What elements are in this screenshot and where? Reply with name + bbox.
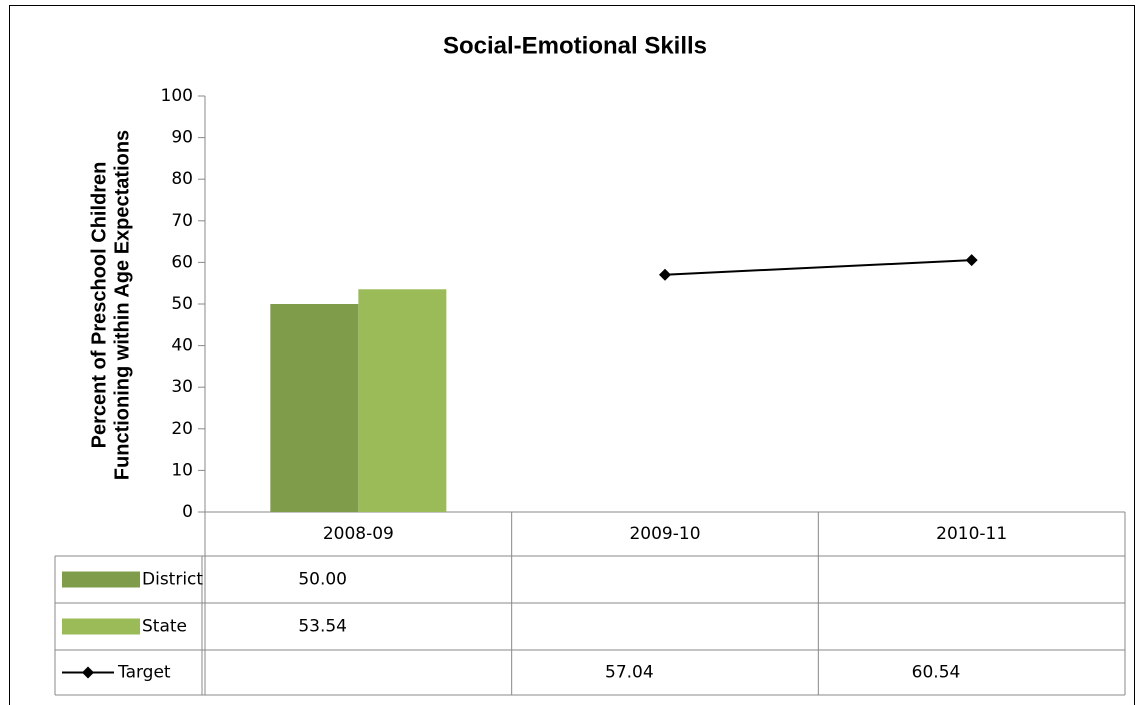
y-tick-label: 60 <box>171 252 193 272</box>
chart-title: Social-Emotional Skills <box>443 32 707 59</box>
y-axis-title: Percent of Preschool Children Functionin… <box>88 130 133 480</box>
line-marker <box>659 268 671 281</box>
legend-label: Target <box>117 663 171 683</box>
legend-key <box>62 571 140 588</box>
y-tick-label: 70 <box>171 211 193 231</box>
chart-border <box>9 5 1135 705</box>
line-marker <box>965 254 978 267</box>
table-value: 50.00 <box>298 570 347 590</box>
x-tick-label: 2008-09 <box>323 524 394 544</box>
table-value: 57.04 <box>605 663 654 683</box>
y-tick-label: 10 <box>171 460 193 480</box>
y-axis-title-line: Percent of Preschool Children <box>88 162 110 449</box>
bar <box>270 304 359 512</box>
bar <box>358 289 447 512</box>
y-axis-title-line: Functioning within Age Expectations <box>111 130 133 480</box>
y-tick-label: 80 <box>171 169 193 189</box>
line <box>664 259 972 276</box>
y-tick-label: 90 <box>171 128 193 148</box>
y-tick-label: 100 <box>161 86 193 106</box>
legend-key <box>82 666 94 679</box>
y-tick-label: 20 <box>171 419 193 439</box>
table-value: 53.54 <box>298 617 347 637</box>
table-value: 60.54 <box>912 663 961 683</box>
legend-label: District <box>142 570 203 590</box>
legend-key <box>62 618 140 635</box>
x-tick-label: 2010-11 <box>936 524 1007 544</box>
y-tick-label: 30 <box>171 377 193 397</box>
y-tick-label: 40 <box>171 336 193 356</box>
legend-label: State <box>142 617 187 637</box>
x-tick-label: 2009-10 <box>629 524 700 544</box>
y-tick-label: 0 <box>182 502 193 522</box>
y-tick-label: 50 <box>171 294 193 314</box>
